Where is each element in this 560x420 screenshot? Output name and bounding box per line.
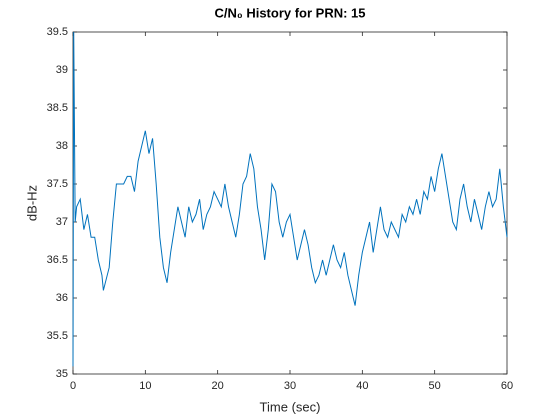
y-axis-label: dB-Hz: [24, 185, 39, 221]
x-tick-label: 0: [70, 380, 76, 392]
x-tick-label: 60: [501, 380, 513, 392]
y-tick-label: 37: [56, 216, 68, 228]
y-tick-label: 38: [56, 140, 68, 152]
plot-area: [72, 31, 508, 375]
y-tick-label: 38.5: [47, 102, 68, 114]
data-line: [72, 31, 508, 367]
y-tick-label: 37.5: [47, 178, 68, 190]
x-tick-label: 10: [139, 380, 151, 392]
y-tick-label: 39: [56, 64, 68, 76]
x-tick-label: 30: [284, 380, 296, 392]
y-tick-label: 39.5: [47, 26, 68, 38]
y-tick-label: 36: [56, 292, 68, 304]
y-tick-label: 35: [56, 368, 68, 380]
x-tick-label: 20: [212, 380, 224, 392]
x-tick-label: 50: [429, 380, 441, 392]
y-tick-label: 35.5: [47, 330, 68, 342]
x-axis-label: Time (sec): [260, 399, 321, 414]
x-tick-label: 40: [356, 380, 368, 392]
y-tick-label: 36.5: [47, 254, 68, 266]
chart-title: C/N₀ History for PRN: 15: [214, 5, 365, 20]
